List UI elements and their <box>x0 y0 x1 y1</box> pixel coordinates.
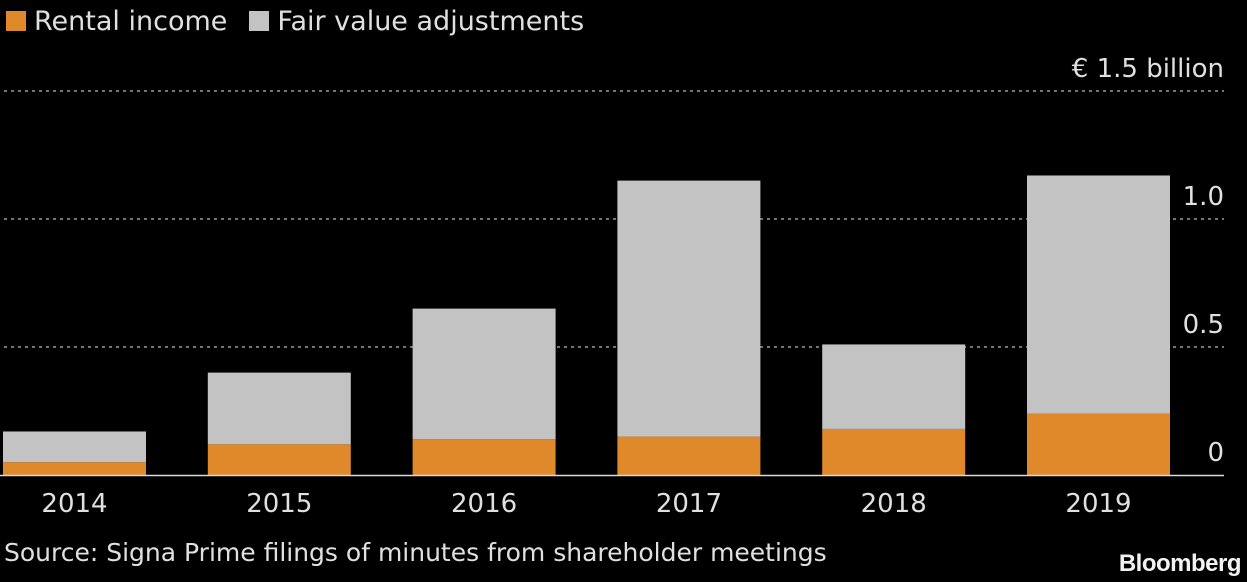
x-tick-label-2015: 2015 <box>246 489 312 519</box>
bars <box>3 175 1170 475</box>
x-tick-label-2014: 2014 <box>41 489 107 519</box>
x-tick-label-2018: 2018 <box>861 489 927 519</box>
y-tick-label-0: 0 <box>1207 438 1224 468</box>
bar-fair-value-adjustments-2017 <box>617 180 761 437</box>
bar-fair-value-adjustments-2014 <box>3 431 146 463</box>
legend-item-rental-income: Rental income <box>6 6 227 37</box>
bar-fair-value-adjustments-2016 <box>412 308 556 440</box>
legend-swatch-fair-value-adjustments <box>249 11 270 31</box>
bar-fair-value-adjustments-2015 <box>207 372 351 445</box>
legend: Rental income Fair value adjustments <box>6 4 584 38</box>
axes: 0 0.5 1.0 € 1.5 billion 2014 2015 2016 2017 2018… <box>0 54 1224 519</box>
bar-rental-income-2019 <box>1027 413 1170 475</box>
legend-swatch-rental-income <box>6 11 26 31</box>
x-tick-label-2017: 2017 <box>656 489 722 519</box>
bar-rental-income-2018 <box>822 428 966 475</box>
gridlines <box>4 90 1224 348</box>
legend-label-fair-value-adjustments: Fair value adjustments <box>277 5 585 37</box>
legend-label-rental-income: Rental income <box>34 5 228 37</box>
x-tick-label-2016: 2016 <box>451 489 517 519</box>
bar-rental-income-2016 <box>412 439 556 475</box>
y-tick-label-0-5: 0.5 <box>1183 310 1224 340</box>
x-tick-label-2019: 2019 <box>1065 489 1131 519</box>
bar-rental-income-2017 <box>617 436 761 475</box>
bar-rental-income-2014 <box>3 462 146 475</box>
bar-fair-value-adjustments-2019 <box>1027 175 1170 414</box>
bloomberg-logo: Bloomberg <box>1118 550 1242 577</box>
source-note: Source: Signa Prime filings of minutes f… <box>4 538 827 567</box>
bar-rental-income-2015 <box>207 444 351 475</box>
legend-item-fair-value-adjustments: Fair value adjustments <box>249 6 584 37</box>
y-tick-label-1: 1.0 <box>1183 182 1224 212</box>
bar-fair-value-adjustments-2018 <box>822 344 966 429</box>
y-tick-label-1-5: € 1.5 billion <box>1072 54 1224 84</box>
